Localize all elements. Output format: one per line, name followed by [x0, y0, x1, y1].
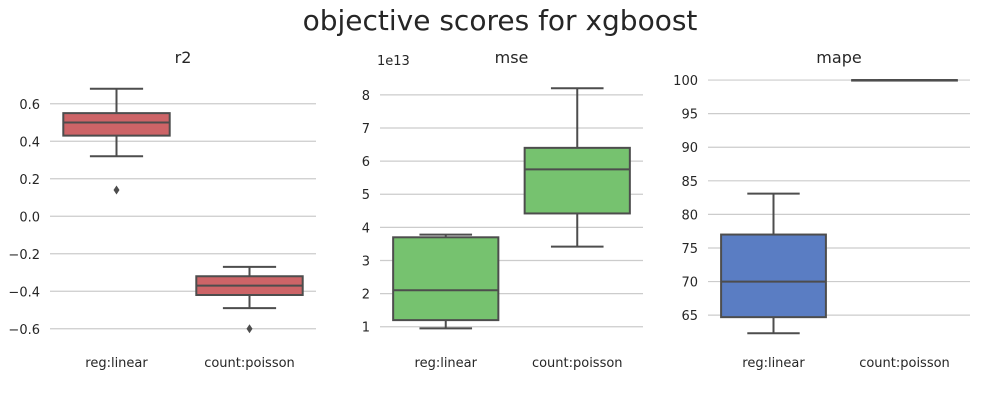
y-tick-label: 7 [362, 122, 370, 137]
box-count:poisson [851, 79, 958, 82]
subplot-title: r2 [175, 48, 192, 67]
y-tick-label: 1 [362, 321, 370, 336]
subplot-title: mape [816, 48, 861, 67]
axis-offset-label: 1e13 [377, 54, 410, 69]
y-tick-label: 90 [681, 141, 698, 156]
y-tick-label: 0.0 [19, 210, 40, 225]
y-tick-label: 8 [362, 89, 370, 104]
subplot-panels: −0.6 −0.4 −0.2 0.0 0.2 0.4 0.6 r2 reg:linear coun… [8, 48, 970, 371]
box-reg:linear [720, 192, 827, 335]
y-tick-label: 65 [681, 309, 698, 324]
subplot-mape: 65 70 75 80 85 90 95 100 mape reg:linear count:poi… [673, 48, 970, 371]
y-tick-label: −0.4 [8, 285, 40, 300]
y-tick-label: 80 [681, 208, 698, 223]
y-tick-label: 0.2 [19, 173, 40, 188]
figure-title: objective scores for xgboost [303, 4, 698, 37]
outlier-point [246, 324, 253, 334]
y-tick-label: 100 [673, 74, 698, 89]
y-tick-label: 95 [681, 108, 698, 123]
y-tick-label: 4 [362, 221, 370, 236]
box-count:poisson [195, 265, 304, 334]
y-tick-label: −0.6 [8, 323, 40, 338]
box-body [523, 146, 631, 215]
x-tick-label: count:poisson [859, 356, 950, 371]
subplot-mse: 1 2 3 4 5 6 7 8 1e13 mse reg:linear count:poisson [362, 48, 643, 371]
outlier-point [113, 185, 120, 195]
box-body [392, 236, 500, 322]
x-tick-label: count:poisson [532, 356, 623, 371]
x-tick-label: reg:linear [85, 356, 148, 371]
y-tick-label: 70 [681, 276, 698, 291]
box-body [62, 112, 171, 137]
subplot-title: mse [495, 48, 529, 67]
subplot-r2: −0.6 −0.4 −0.2 0.0 0.2 0.4 0.6 r2 reg:linear coun… [8, 48, 316, 371]
y-tick-label: 5 [362, 188, 370, 203]
y-tick-label: 0.4 [19, 135, 40, 150]
y-tick-label: 0.6 [19, 98, 40, 113]
x-tick-label: reg:linear [415, 356, 478, 371]
y-tick-label: 6 [362, 155, 370, 170]
x-tick-label: count:poisson [204, 356, 295, 371]
y-tick-label: −0.2 [8, 248, 40, 263]
y-tick-label: 75 [681, 242, 698, 257]
x-tick-label: reg:linear [742, 356, 805, 371]
y-tick-label: 85 [681, 175, 698, 190]
box-body [720, 233, 827, 319]
box-count:poisson [523, 87, 631, 248]
y-tick-label: 3 [362, 254, 370, 269]
box-reg:linear [62, 87, 171, 195]
box-reg:linear [392, 233, 500, 330]
y-tick-label: 2 [362, 288, 370, 303]
